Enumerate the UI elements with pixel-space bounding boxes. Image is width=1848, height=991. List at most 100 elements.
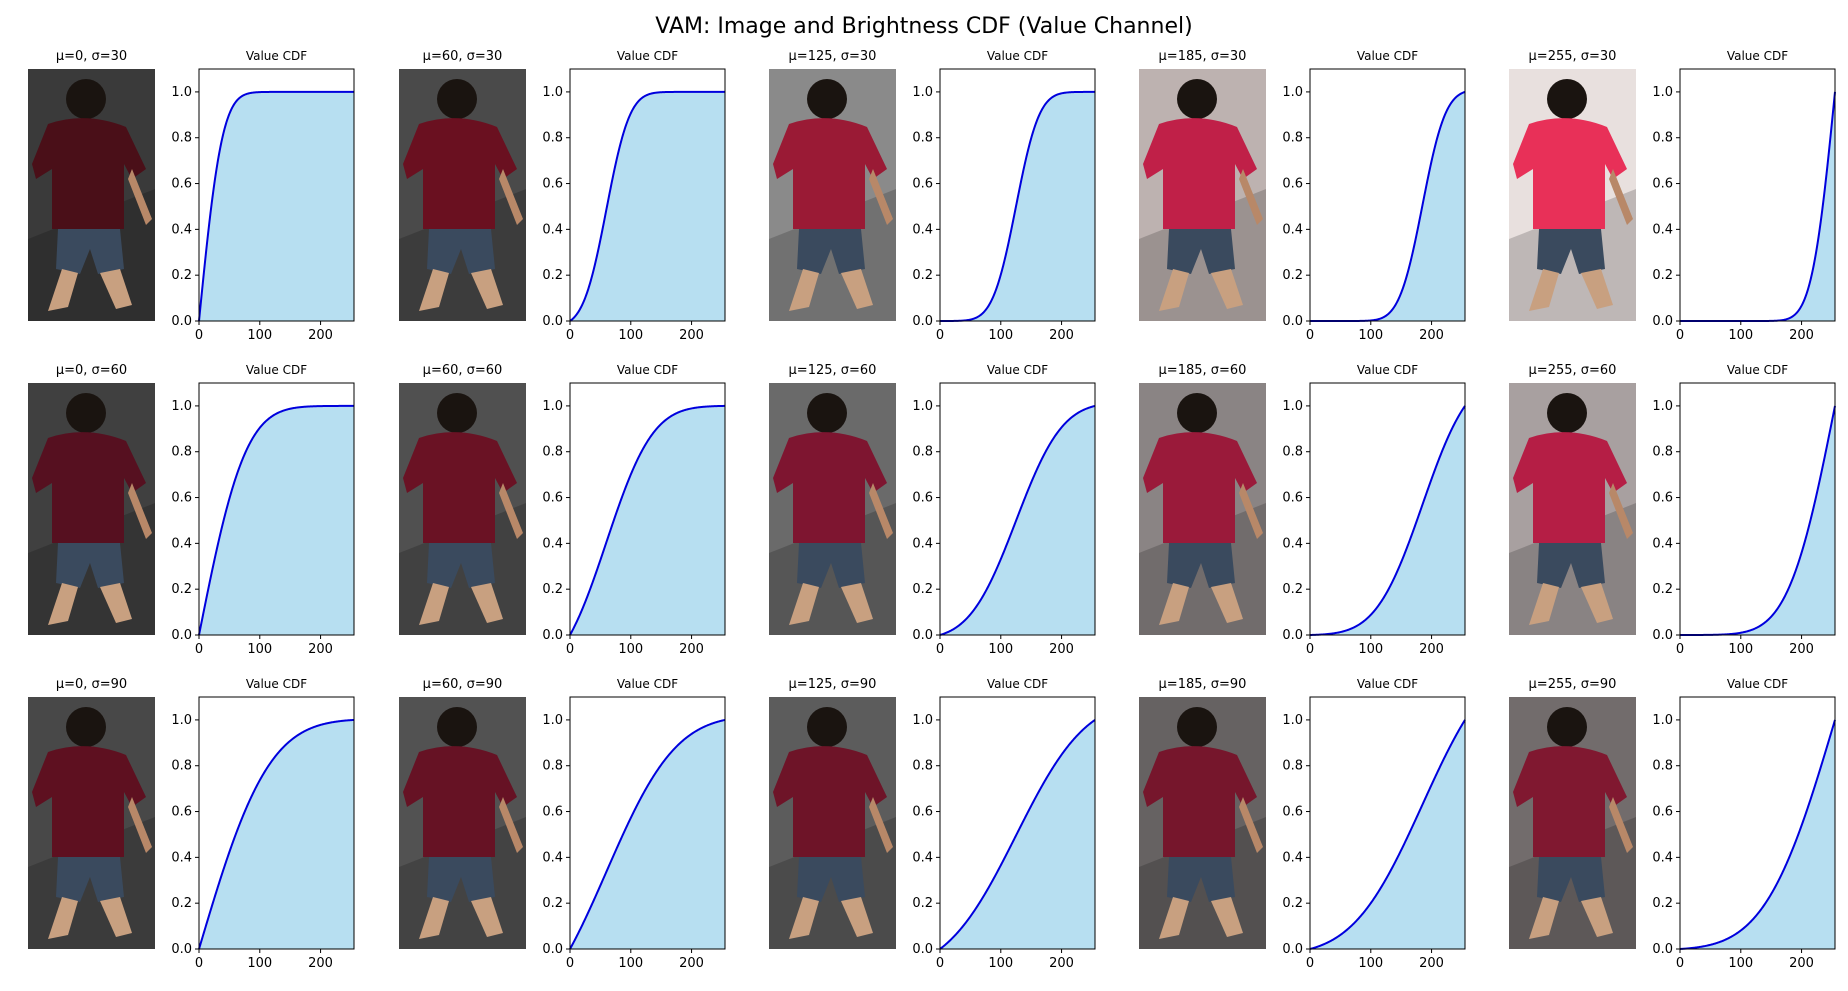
cdf-line: [569, 718, 726, 950]
y-tick-label: 0.0: [1282, 942, 1303, 957]
axes-frame: [198, 696, 355, 950]
person-thumbnail: [399, 383, 526, 635]
cdf-title: Value CDF: [245, 49, 308, 63]
cdf-area: [570, 719, 725, 949]
x-tick-label: 100: [988, 328, 1013, 343]
y-tick-label: 1.0: [1282, 85, 1303, 100]
y-tick-label: 0.0: [912, 628, 933, 643]
x-tick-label: 200: [308, 956, 333, 971]
axes-frame: [1679, 696, 1836, 950]
y-tick-label: 0.6: [171, 177, 192, 192]
image-title: μ=255, σ=90: [1528, 677, 1617, 692]
cdf-plot: 0.0 0.2 0.4 0.6 0.8 1.0 0 100 200: [171, 382, 355, 657]
x-tick-label: 100: [618, 328, 643, 343]
cdf-title: Value CDF: [245, 363, 308, 377]
axes-frame: [939, 382, 1096, 636]
y-tick-label: 0.0: [171, 314, 192, 329]
y-tick-label: 0.2: [542, 896, 563, 911]
y-tick-label: 0.6: [912, 177, 933, 192]
y-tick-label: 0.2: [542, 582, 563, 597]
cdf-line: [198, 404, 354, 636]
y-tick-label: 0.6: [171, 491, 192, 506]
x-tick-label: 100: [1728, 328, 1753, 343]
x-tick-label: 0: [195, 956, 203, 971]
cdf-plot: 0.0 0.2 0.4 0.6 0.8 1.0 0 100 200: [1282, 382, 1466, 657]
cdf-plot: 0.0 0.2 0.4 0.6 0.8 1.0 0 100 200: [171, 68, 355, 343]
image-title: μ=125, σ=90: [788, 677, 877, 692]
y-tick-label: 0.4: [171, 222, 192, 237]
x-tick-label: 200: [1789, 642, 1814, 657]
y-tick-label: 0.4: [542, 536, 563, 551]
y-tick-label: 1.0: [542, 85, 563, 100]
cdf-area: [570, 91, 725, 321]
y-tick-label: 1.0: [1282, 399, 1303, 414]
cdf-area: [1310, 719, 1465, 949]
cdf-line: [940, 90, 1095, 322]
image-title: μ=185, σ=60: [1158, 363, 1247, 378]
y-tick-label: 0.0: [542, 628, 563, 643]
y-tick-label: 0.8: [171, 759, 192, 774]
cdf-line: [569, 90, 725, 322]
cdf-area: [199, 91, 354, 321]
cdf-title: Value CDF: [616, 363, 679, 377]
x-tick-label: 200: [1049, 328, 1074, 343]
x-tick-label: 200: [1789, 956, 1814, 971]
x-tick-label: 0: [936, 956, 944, 971]
y-tick-label: 0.4: [1282, 222, 1303, 237]
y-tick-label: 1.0: [542, 399, 563, 414]
y-tick-label: 0.0: [1652, 628, 1673, 643]
y-tick-label: 0.4: [912, 222, 933, 237]
y-tick-label: 0.6: [542, 491, 563, 506]
y-tick-label: 0.2: [912, 582, 933, 597]
x-tick-label: 100: [1728, 956, 1753, 971]
cdf-plot: 0.0 0.2 0.4 0.6 0.8 1.0 0 100 200: [1652, 696, 1836, 971]
image-title: μ=185, σ=90: [1158, 677, 1247, 692]
axes-frame: [569, 68, 726, 322]
x-tick-label: 0: [936, 328, 944, 343]
y-tick-label: 0.4: [912, 536, 933, 551]
y-tick-label: 0.0: [1652, 314, 1673, 329]
y-tick-label: 0.4: [1652, 536, 1673, 551]
image-title: μ=255, σ=30: [1528, 49, 1617, 64]
cdf-title: Value CDF: [1356, 677, 1419, 691]
person-thumbnail: [769, 383, 896, 635]
y-tick-label: 0.8: [912, 445, 933, 460]
cdf-line: [939, 719, 1096, 950]
y-tick-label: 0.8: [542, 759, 563, 774]
y-tick-label: 0.4: [1282, 536, 1303, 551]
cdf-title: Value CDF: [1726, 49, 1789, 63]
image-title: μ=125, σ=30: [788, 49, 877, 64]
x-tick-label: 0: [1306, 328, 1314, 343]
x-tick-label: 0: [566, 328, 574, 343]
cdf-area: [1310, 405, 1465, 635]
x-tick-label: 100: [1358, 642, 1383, 657]
y-tick-label: 0.2: [171, 896, 192, 911]
person-thumbnail: [1509, 697, 1636, 949]
person-thumbnail: [399, 697, 526, 949]
cdf-area: [199, 719, 354, 949]
cdf-plot: 0.0 0.2 0.4 0.6 0.8 1.0 0 100 200: [1282, 68, 1466, 343]
person-thumbnail: [28, 383, 155, 635]
cdf-title: Value CDF: [1726, 363, 1789, 377]
cdf-title: Value CDF: [986, 677, 1049, 691]
y-tick-label: 0.2: [912, 268, 933, 283]
image-title: μ=60, σ=90: [422, 677, 503, 692]
image-title: μ=0, σ=30: [55, 49, 128, 64]
cdf-line: [939, 404, 1096, 636]
y-tick-label: 0.0: [542, 942, 563, 957]
cdf-plot: 0.0 0.2 0.4 0.6 0.8 1.0 0 100 200: [912, 696, 1096, 971]
y-tick-label: 0.2: [171, 582, 192, 597]
cdf-plot: 0.0 0.2 0.4 0.6 0.8 1.0 0 100 200: [542, 68, 726, 343]
image-title: μ=0, σ=60: [55, 363, 128, 378]
y-tick-label: 0.2: [1652, 896, 1673, 911]
figure-title: VAM: Image and Brightness CDF (Value Cha…: [655, 14, 1193, 39]
y-tick-label: 0.0: [1282, 628, 1303, 643]
cdf-line: [1309, 405, 1466, 636]
x-tick-label: 200: [1049, 642, 1074, 657]
x-tick-label: 0: [195, 328, 203, 343]
y-tick-label: 1.0: [912, 85, 933, 100]
x-tick-label: 100: [247, 642, 272, 657]
person-thumbnail: [1139, 697, 1266, 949]
y-tick-label: 0.0: [542, 314, 563, 329]
cdf-plot: 0.0 0.2 0.4 0.6 0.8 1.0 0 100 200: [1652, 382, 1836, 657]
